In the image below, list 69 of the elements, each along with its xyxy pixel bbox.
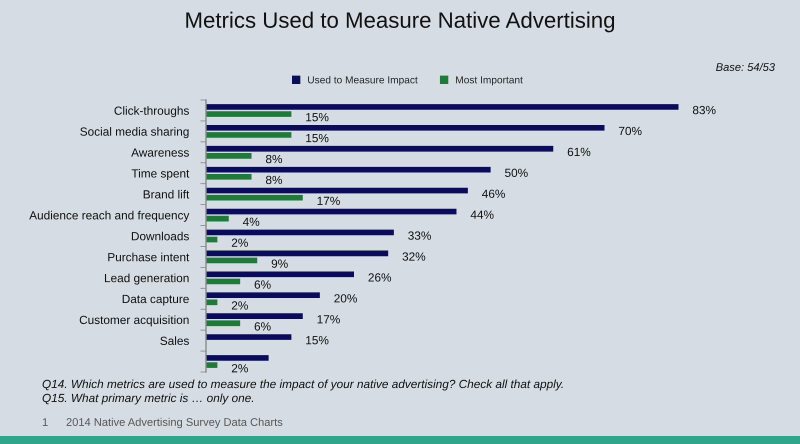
data-label: 50%: [505, 168, 528, 178]
chart-title: Metrics Used to Measure Native Advertising: [186, 12, 614, 32]
data-label: 2%: [232, 238, 248, 247]
data-label: 15%: [306, 113, 328, 122]
bar: [206, 230, 394, 236]
y-tick-label: Click-throughs: [114, 106, 189, 118]
bar: [206, 362, 218, 368]
data-label: 15%: [306, 336, 328, 344]
data-label: 8%: [266, 176, 282, 184]
data-label: 8%: [266, 154, 282, 164]
bar: [206, 258, 258, 264]
bar: [206, 250, 388, 256]
data-label: 44%: [470, 210, 494, 219]
bar: [206, 188, 468, 194]
y-tick-label: Audience reach and frequency: [29, 210, 190, 222]
text: Q14. Which metrics are used to measure the impact of your native advertising? Check all that apply.: [42, 379, 563, 391]
data-label: 33%: [408, 231, 431, 240]
data-label: 17%: [318, 315, 340, 324]
data-label: 32%: [402, 252, 426, 261]
bar: [206, 166, 491, 172]
data-label: 2%: [232, 301, 248, 310]
bar: [206, 271, 354, 278]
data-label: 2%: [232, 364, 248, 372]
data-label: 46%: [482, 190, 505, 198]
data-label: 70%: [618, 126, 642, 136]
y-tick-label: Downloads: [132, 232, 189, 240]
data-label: 4%: [242, 218, 260, 226]
data-label: 15%: [306, 134, 328, 142]
bar: [206, 104, 678, 110]
text: 2014 Native Advertising Survey Data Charts: [66, 418, 282, 428]
data-label: 6%: [254, 322, 271, 331]
bar: [206, 292, 320, 298]
legend-label: Most Important: [456, 76, 523, 86]
text: Base: 54/53: [716, 62, 775, 71]
y-tick-label: Data capture: [122, 294, 189, 306]
bar: [206, 111, 292, 117]
bar: [206, 216, 229, 222]
text: Q15. What primary metric is … only one.: [42, 394, 254, 405]
data-label: 20%: [334, 294, 357, 303]
y-tick-label: Purchase intent: [108, 252, 190, 262]
bar: [206, 320, 240, 326]
bar: [206, 132, 292, 138]
bar: [206, 125, 604, 131]
y-tick-label: Customer acquisition: [80, 315, 189, 326]
data-label: 83%: [692, 106, 716, 114]
bar: [206, 174, 252, 180]
y-tick-label: Brand lift: [144, 190, 190, 199]
data-label: 17%: [318, 196, 340, 205]
data-label: 61%: [568, 148, 590, 156]
bar: [206, 153, 252, 159]
data-label: 26%: [368, 273, 392, 282]
text: 1: [42, 418, 48, 426]
data-label: 9%: [272, 259, 288, 268]
bar: [206, 194, 303, 201]
bar: [206, 236, 218, 242]
bar: [206, 313, 303, 319]
y-tick-label: Lead generation: [104, 274, 189, 285]
bar: [206, 278, 240, 284]
bar: [206, 300, 218, 306]
bar: [206, 355, 269, 361]
data-label: 6%: [254, 280, 271, 289]
legend-label: Used to Measure Impact: [308, 76, 418, 86]
bar: [206, 146, 554, 152]
y-tick-label: Awareness: [131, 148, 189, 157]
y-tick-label: Sales: [160, 336, 189, 346]
y-tick-label: Time spent: [132, 168, 190, 180]
bar: [206, 334, 292, 340]
bar: [206, 208, 456, 214]
y-tick-label: Social media sharing: [80, 127, 189, 138]
